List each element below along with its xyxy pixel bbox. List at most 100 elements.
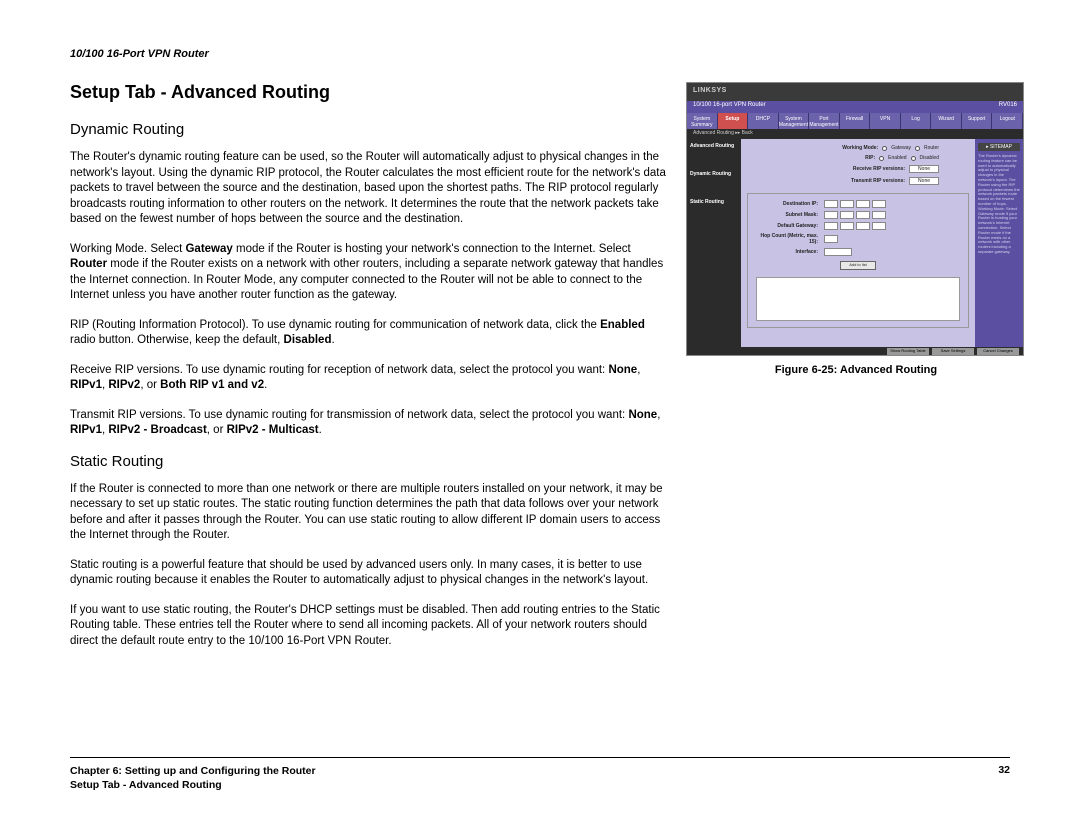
tab-dhcp[interactable]: DHCP xyxy=(748,113,779,129)
gateway-fields xyxy=(824,222,886,230)
gateway-row: Default Gateway: xyxy=(756,222,960,230)
router-admin-screenshot: LINKSYS 10/100 16-port VPN Router RV016 … xyxy=(686,82,1024,356)
p4-bold-both: Both RIP v1 and v2 xyxy=(160,379,264,391)
subnet-fields xyxy=(824,211,886,219)
static-p3: If you want to use static routing, the R… xyxy=(70,603,668,650)
radio-gateway[interactable] xyxy=(882,146,887,151)
tab-wizard[interactable]: Wizard xyxy=(931,113,962,129)
dest-ip-label: Destination IP: xyxy=(756,201,818,207)
p4-bold-ripv1: RIPv1 xyxy=(70,379,102,391)
static-p1: If the Router is connected to more than … xyxy=(70,482,668,544)
ip-field[interactable] xyxy=(840,200,854,208)
p3-bold-disabled: Disabled xyxy=(284,334,332,346)
tab-logout[interactable]: Logout xyxy=(992,113,1023,129)
opt-router: Router xyxy=(924,145,939,151)
radio-enabled[interactable] xyxy=(879,156,884,161)
ip-field[interactable] xyxy=(840,211,854,219)
sub-tab-bar: Advanced Routing ▸▸ Back xyxy=(687,129,1023,139)
page-footer: Chapter 6: Setting up and Configuring th… xyxy=(70,757,1010,792)
product-header: 10/100 16-Port VPN Router xyxy=(70,48,1010,60)
working-mode-row: Working Mode: Gateway Router xyxy=(747,145,969,151)
tab-setup[interactable]: Setup xyxy=(718,113,749,129)
cancel-changes-button[interactable]: Cancel Changes xyxy=(977,348,1019,355)
footer-subtitle: Setup Tab - Advanced Routing xyxy=(70,778,316,792)
route-list-box[interactable] xyxy=(756,277,960,321)
tab-support[interactable]: Support xyxy=(962,113,993,129)
admin-body: Advanced Routing Dynamic Routing Static … xyxy=(687,139,1023,347)
dynamic-p4: Receive RIP versions. To use dynamic rou… xyxy=(70,363,668,394)
p2-text-c: mode if the Router is hosting your netwo… xyxy=(233,243,631,255)
hop-field[interactable] xyxy=(824,235,838,243)
page-number: 32 xyxy=(998,764,1010,792)
ip-field[interactable] xyxy=(840,222,854,230)
main-content-row: Setup Tab - Advanced Routing Dynamic Rou… xyxy=(70,82,1010,663)
save-settings-button[interactable]: Save Settings xyxy=(932,348,974,355)
static-route-panel: Destination IP: Subnet Mask: xyxy=(747,193,969,328)
p5-text-a: Transmit RIP versions. To use dynamic ro… xyxy=(70,409,628,421)
p3-text-e: . xyxy=(331,334,334,346)
static-p2: Static routing is a powerful feature tha… xyxy=(70,558,668,589)
p5-bold-ripv2m: RIPv2 - Multicast xyxy=(227,424,319,436)
brand-bar: LINKSYS xyxy=(687,83,1023,101)
subnet-row: Subnet Mask: xyxy=(756,211,960,219)
left-nav-advanced-routing: Advanced Routing xyxy=(690,143,738,149)
tab-vpn[interactable]: VPN xyxy=(870,113,901,129)
transmit-select[interactable]: None xyxy=(909,177,939,185)
model-text: 10/100 16-port VPN Router xyxy=(693,102,766,112)
ip-field[interactable] xyxy=(856,222,870,230)
tab-system-management[interactable]: System Management xyxy=(779,113,810,129)
ip-field[interactable] xyxy=(856,211,870,219)
ip-field[interactable] xyxy=(872,200,886,208)
receive-select[interactable]: None xyxy=(909,165,939,173)
p4-text-a: Receive RIP versions. To use dynamic rou… xyxy=(70,364,608,376)
dynamic-p5: Transmit RIP versions. To use dynamic ro… xyxy=(70,408,668,439)
add-to-list-button[interactable]: Add to list xyxy=(840,261,876,270)
iface-label: Interface: xyxy=(756,249,818,255)
tab-firewall[interactable]: Firewall xyxy=(840,113,871,129)
subnet-label: Subnet Mask: xyxy=(756,212,818,218)
working-mode-label: Working Mode: xyxy=(808,145,878,151)
tab-log[interactable]: Log xyxy=(901,113,932,129)
rip-label: RIP: xyxy=(805,155,875,161)
transmit-label: Transmit RIP versions: xyxy=(835,178,905,184)
center-panel: Working Mode: Gateway Router RIP: Enable… xyxy=(741,139,975,347)
tab-port-management[interactable]: Port Management xyxy=(809,113,840,129)
left-nav: Advanced Routing Dynamic Routing Static … xyxy=(687,139,741,347)
text-column: Setup Tab - Advanced Routing Dynamic Rou… xyxy=(70,82,668,663)
ip-field[interactable] xyxy=(856,200,870,208)
receive-row: Receive RIP versions: None xyxy=(747,165,969,173)
opt-gateway: Gateway xyxy=(891,145,911,151)
p5-bold-none: None xyxy=(628,409,657,421)
p5-c: , xyxy=(657,409,660,421)
dest-ip-row: Destination IP: xyxy=(756,200,960,208)
ip-field[interactable] xyxy=(872,222,886,230)
bottom-button-bar: Show Routing Table Save Settings Cancel … xyxy=(687,347,1023,356)
p4-bold-none: None xyxy=(608,364,637,376)
receive-label: Receive RIP versions: xyxy=(835,166,905,172)
help-text: The Router's dynamic routing feature can… xyxy=(978,154,1020,255)
ip-field[interactable] xyxy=(824,211,838,219)
dynamic-routing-heading: Dynamic Routing xyxy=(70,121,668,138)
transmit-row: Transmit RIP versions: None xyxy=(747,177,969,185)
dynamic-p3: RIP (Routing Information Protocol). To u… xyxy=(70,318,668,349)
help-sidebar: ▸ SITEMAP The Router's dynamic routing f… xyxy=(975,139,1023,347)
radio-disabled[interactable] xyxy=(911,156,916,161)
p4-i: . xyxy=(264,379,267,391)
p3-text-a: RIP (Routing Information Protocol). To u… xyxy=(70,319,600,331)
p5-i: . xyxy=(319,424,322,436)
sitemap-link[interactable]: ▸ SITEMAP xyxy=(978,143,1020,151)
dest-ip-fields xyxy=(824,200,886,208)
main-tabs: System Summary Setup DHCP System Managem… xyxy=(687,113,1023,129)
footer-left: Chapter 6: Setting up and Configuring th… xyxy=(70,764,316,792)
gateway-label: Default Gateway: xyxy=(756,223,818,229)
radio-router[interactable] xyxy=(915,146,920,151)
ip-field[interactable] xyxy=(872,211,886,219)
iface-select[interactable] xyxy=(824,248,852,256)
footer-chapter: Chapter 6: Setting up and Configuring th… xyxy=(70,764,316,778)
ip-field[interactable] xyxy=(824,200,838,208)
tab-system-summary[interactable]: System Summary xyxy=(687,113,718,129)
p2-bold-gateway: Gateway xyxy=(185,243,232,255)
ip-field[interactable] xyxy=(824,222,838,230)
model-code: RV016 xyxy=(999,102,1017,112)
show-routing-table-button[interactable]: Show Routing Table xyxy=(887,348,929,355)
